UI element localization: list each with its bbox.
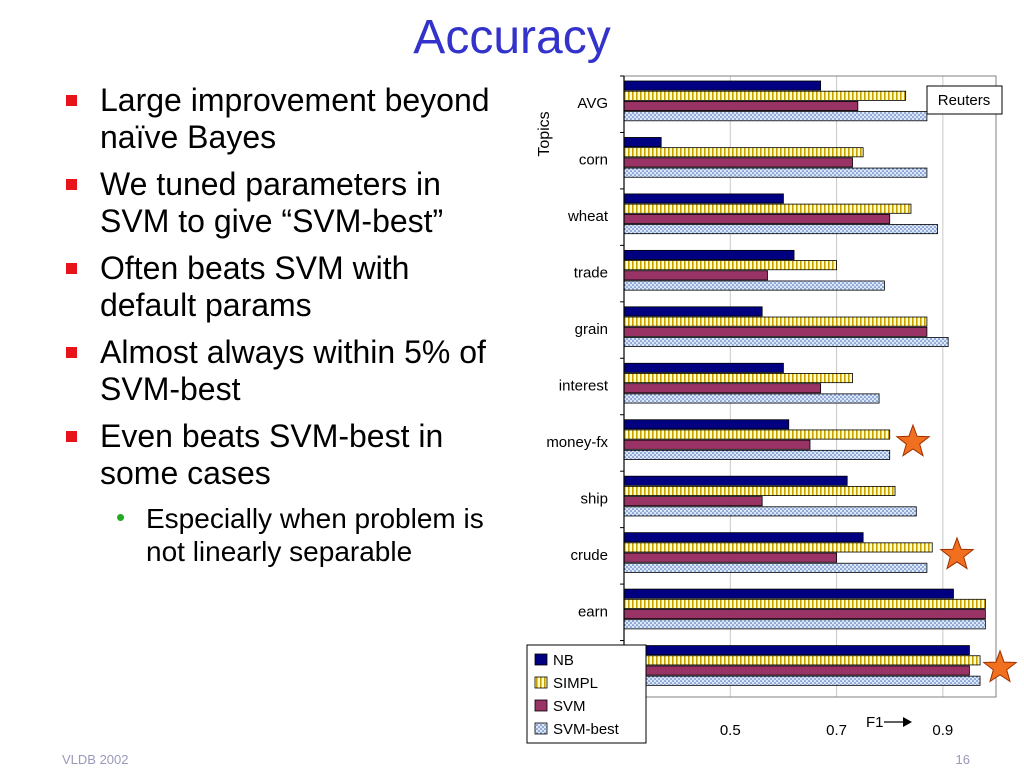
x-tick-label: 0.9 bbox=[932, 722, 953, 739]
category-label: AVG bbox=[577, 95, 608, 112]
category-label: earn bbox=[578, 603, 608, 620]
bar-nb bbox=[623, 475, 848, 486]
bullet-text: Even beats SVM-best in some cases bbox=[100, 418, 444, 491]
footer-conference: VLDB 2002 bbox=[62, 752, 129, 767]
bar-simpl bbox=[623, 147, 864, 158]
y-axis-label: Topics bbox=[536, 111, 553, 156]
bar-simpl bbox=[623, 542, 933, 553]
bar-svm bbox=[623, 609, 986, 620]
category-label: trade bbox=[574, 265, 608, 282]
bullet-text: Often beats SVM with default params bbox=[100, 250, 410, 323]
bar-svm-best bbox=[623, 224, 938, 235]
bar-nb bbox=[623, 80, 822, 91]
bar-nb bbox=[623, 419, 790, 430]
square-bullet-icon bbox=[66, 95, 77, 106]
bullet-item: Large improvement beyond naïve Bayes bbox=[62, 82, 502, 156]
x-tick-label: 0.7 bbox=[826, 722, 847, 739]
bar-simpl bbox=[623, 598, 986, 609]
slide-title: Accuracy bbox=[413, 11, 611, 64]
legend-label: SIMPL bbox=[553, 675, 598, 692]
legend-swatch bbox=[534, 722, 548, 735]
bullet-item: Even beats SVM-best in some cases bbox=[62, 418, 502, 492]
bar-svm bbox=[623, 326, 928, 337]
bar-simpl bbox=[623, 90, 907, 101]
star-icon bbox=[895, 423, 931, 457]
bar-simpl bbox=[623, 373, 853, 384]
category-label: wheat bbox=[567, 208, 609, 225]
bar-svm bbox=[623, 665, 970, 676]
bar-svm bbox=[623, 383, 822, 394]
x-tick-label: 0.5 bbox=[720, 722, 741, 739]
bar-svm-best bbox=[623, 111, 928, 122]
bar-simpl bbox=[623, 429, 891, 440]
bar-simpl bbox=[623, 316, 928, 327]
sub-bullet-item: • Especially when problem is not linearly… bbox=[116, 502, 502, 568]
reuters-box bbox=[926, 85, 1003, 115]
bar-svm bbox=[623, 552, 837, 563]
bar-nb bbox=[623, 588, 954, 599]
bullet-list: Large improvement beyond naïve Bayes We … bbox=[62, 82, 502, 568]
bullet-text: Large improvement beyond naïve Bayes bbox=[100, 82, 490, 155]
bullet-item: Often beats SVM with default params bbox=[62, 250, 502, 324]
round-bullet-icon: • bbox=[116, 502, 126, 532]
category-label: ship bbox=[580, 490, 608, 507]
bar-svm-best bbox=[623, 449, 891, 460]
square-bullet-icon bbox=[66, 347, 77, 358]
bar-nb bbox=[623, 532, 864, 543]
bar-svm bbox=[623, 213, 891, 224]
legend-swatch bbox=[534, 676, 548, 689]
legend-label: NB bbox=[553, 652, 574, 669]
legend-label: SVM-best bbox=[553, 721, 620, 738]
bar-svm bbox=[623, 270, 768, 281]
category-label: crude bbox=[570, 547, 608, 564]
bar-svm-best bbox=[623, 393, 880, 404]
x-axis-arrow-icon bbox=[903, 717, 912, 727]
bar-svm-best bbox=[623, 619, 986, 630]
x-axis-label: F1 bbox=[866, 714, 884, 731]
bar-nb bbox=[623, 193, 784, 204]
bar-svm-best bbox=[623, 675, 981, 686]
bullet-item: We tuned parameters in SVM to give “SVM-… bbox=[62, 166, 502, 240]
reuters-annotation: Reuters bbox=[938, 92, 991, 109]
square-bullet-icon bbox=[66, 179, 77, 190]
bar-nb bbox=[623, 306, 763, 317]
star-icon bbox=[982, 649, 1018, 683]
bar-svm bbox=[623, 496, 763, 507]
category-label: grain bbox=[575, 321, 608, 338]
square-bullet-icon bbox=[66, 431, 77, 442]
bar-nb bbox=[623, 645, 970, 656]
bullet-item: Almost always within 5% of SVM-best bbox=[62, 334, 502, 408]
bar-simpl bbox=[623, 260, 837, 271]
bullet-text: Almost always within 5% of SVM-best bbox=[100, 334, 486, 407]
bar-svm-best bbox=[623, 337, 949, 348]
bar-simpl bbox=[623, 655, 981, 666]
star-icon bbox=[939, 536, 975, 570]
bar-svm bbox=[623, 101, 859, 112]
legend-swatch bbox=[534, 653, 548, 666]
bar-svm bbox=[623, 439, 811, 450]
bar-simpl bbox=[623, 485, 896, 496]
legend-swatch bbox=[534, 699, 548, 712]
bar-svm-best bbox=[623, 167, 928, 178]
category-label: corn bbox=[579, 152, 608, 169]
legend-label: SVM bbox=[553, 698, 586, 715]
bar-svm-best bbox=[623, 506, 917, 517]
page-number: 16 bbox=[955, 752, 970, 767]
category-label: interest bbox=[559, 378, 609, 395]
bar-svm-best bbox=[623, 562, 928, 573]
bar-nb bbox=[623, 137, 662, 148]
category-label: money-fx bbox=[546, 434, 608, 451]
bullet-text: We tuned parameters in SVM to give “SVM-… bbox=[100, 166, 444, 239]
sub-bullet-text: Especially when problem is not linearly … bbox=[146, 503, 484, 567]
bar-simpl bbox=[623, 203, 912, 214]
bar-svm-best bbox=[623, 280, 885, 291]
bar-svm bbox=[623, 157, 853, 168]
bar-nb bbox=[623, 362, 784, 373]
bar-nb bbox=[623, 249, 795, 260]
square-bullet-icon bbox=[66, 263, 77, 274]
